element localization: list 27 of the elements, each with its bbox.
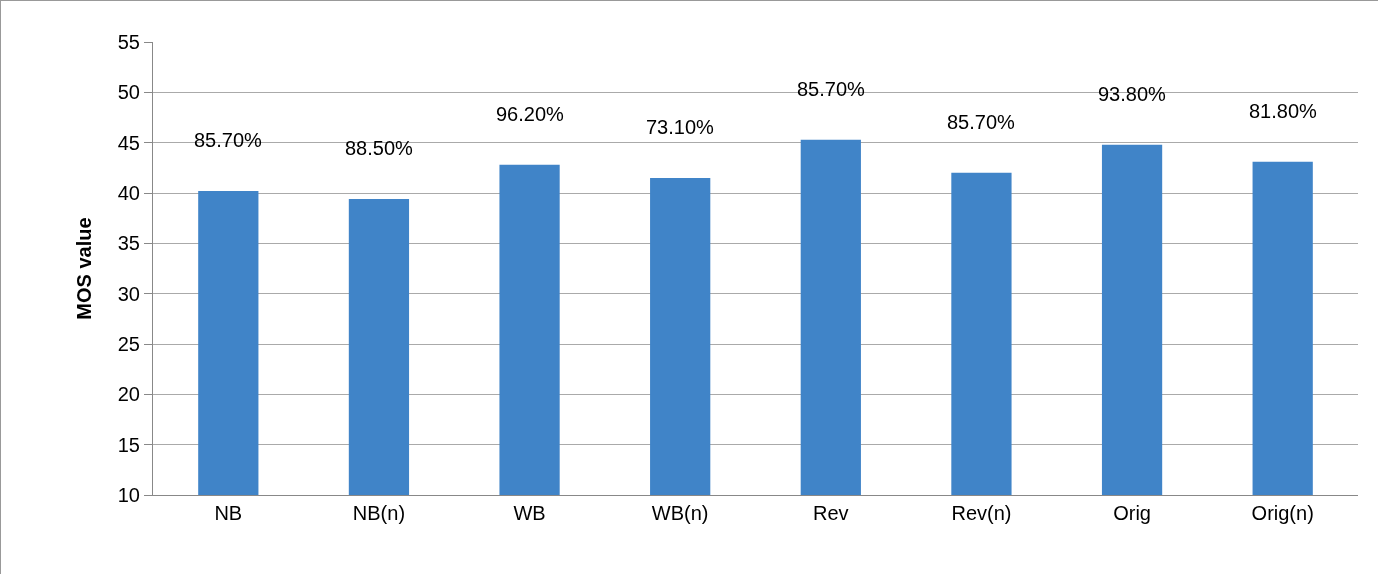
y-tick-label: 40 — [117, 182, 140, 204]
annotation: 73.10% — [646, 116, 715, 138]
annotation: 93.80% — [1098, 83, 1167, 105]
annotation: 96.20% — [496, 103, 565, 125]
annotation: 85.70% — [797, 78, 866, 100]
y-axis-title: MOS value — [73, 217, 96, 320]
annotation: 81.80% — [1249, 100, 1318, 122]
x-tick-label: Orig(n) — [1251, 502, 1314, 524]
y-tick-label: 30 — [117, 282, 140, 305]
annotation: 88.50% — [345, 137, 414, 159]
y-tick-label: 45 — [117, 131, 140, 154]
x-tick-label: NB — [214, 502, 243, 524]
x-tick-label: Orig — [1113, 502, 1151, 524]
x-tick-label: Rev(n) — [951, 502, 1012, 524]
x-tick-label: NB(n) — [352, 502, 406, 524]
y-tick-label: 55 — [117, 31, 140, 53]
y-tick-label: 20 — [117, 383, 140, 406]
y-tick-label: 25 — [117, 333, 140, 355]
x-tick-label: Rev — [813, 502, 849, 524]
y-tick-label: 35 — [117, 232, 140, 255]
annotation: 85.70% — [194, 129, 263, 151]
x-tick-label: WB — [513, 502, 546, 524]
y-tick-label: 15 — [117, 433, 140, 456]
y-tick-label: 50 — [117, 81, 140, 104]
annotation: 85.70% — [947, 111, 1016, 133]
y-tick-label: 10 — [117, 484, 140, 506]
x-tick-label: WB(n) — [651, 502, 709, 524]
